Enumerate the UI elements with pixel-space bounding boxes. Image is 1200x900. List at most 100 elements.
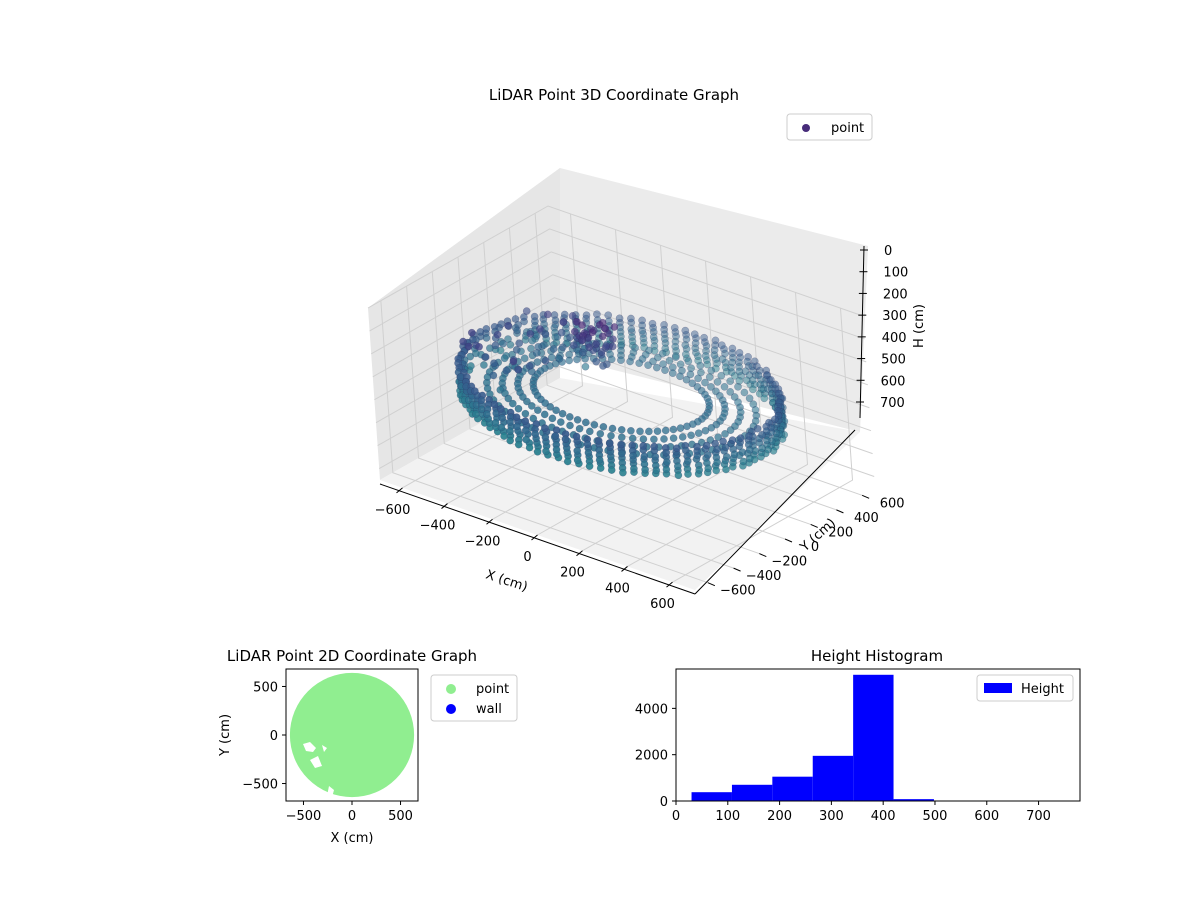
- point: [673, 462, 682, 471]
- point: [628, 333, 636, 341]
- point: [558, 409, 567, 418]
- point: [619, 468, 627, 477]
- point: [730, 393, 739, 401]
- x-tick-label: 300: [819, 809, 844, 824]
- legend-histogram: Height: [976, 674, 1074, 702]
- point: [692, 334, 700, 343]
- point: [628, 434, 637, 443]
- point: [728, 344, 737, 353]
- point: [753, 362, 761, 371]
- point: [682, 330, 690, 339]
- legend-label-wall: wall: [476, 702, 502, 717]
- point: [702, 342, 711, 350]
- x-tick-label: 0: [672, 809, 680, 824]
- point: [660, 321, 668, 329]
- point: [728, 358, 737, 367]
- grid-line: [369, 228, 865, 340]
- legend-2d: point wall: [430, 674, 518, 722]
- point: [651, 452, 660, 461]
- point: [471, 387, 479, 395]
- x-axis-label-3d: X (cm): [484, 568, 530, 596]
- point: [514, 440, 523, 449]
- point: [617, 440, 625, 449]
- point: [711, 341, 720, 350]
- grid-line: [370, 251, 867, 363]
- point: [737, 371, 745, 380]
- x-tick-label: 200: [767, 809, 792, 824]
- point: [521, 426, 530, 435]
- point: [739, 457, 748, 466]
- point: [590, 420, 599, 429]
- legend-3d: point: [786, 113, 873, 141]
- histogram-bar: [893, 799, 934, 801]
- point: [569, 341, 578, 350]
- point: [522, 435, 531, 444]
- x-tick-label: 400: [871, 809, 896, 824]
- x-tick-mark: [396, 487, 403, 494]
- x-tick-label: 0: [523, 550, 531, 565]
- grid-line: [380, 300, 709, 584]
- y-tick-label: 500: [253, 680, 278, 695]
- point: [497, 404, 505, 413]
- point: [464, 342, 473, 351]
- point: [720, 382, 729, 391]
- point: [681, 341, 690, 349]
- point: [476, 328, 485, 336]
- point: [671, 337, 680, 346]
- gap-region: [322, 745, 327, 752]
- point: [650, 442, 659, 451]
- point: [660, 435, 668, 443]
- grid-line: [406, 286, 734, 569]
- point: [602, 342, 611, 350]
- point: [527, 402, 536, 410]
- point: [684, 357, 693, 366]
- point: [639, 435, 648, 443]
- z-tick-label: 500: [881, 353, 906, 368]
- point: [653, 353, 662, 362]
- point: [696, 361, 705, 370]
- point: [672, 332, 680, 341]
- point: [630, 464, 638, 473]
- y-axis-label-2d: Y (cm): [218, 714, 233, 757]
- y-tick-mark: [861, 494, 870, 499]
- point: [697, 368, 705, 377]
- point: [497, 423, 506, 432]
- x-tick-label: 600: [974, 809, 999, 824]
- plot-histogram: Height Histogram 0 100 200 300 400 500 600 700 …: [635, 647, 1081, 824]
- y-tick-label: −400: [746, 569, 782, 584]
- point: [743, 357, 752, 366]
- point: [730, 450, 739, 459]
- point: [551, 316, 560, 325]
- point: [490, 359, 498, 368]
- grid-line: [537, 260, 719, 536]
- gap-region: [288, 769, 293, 780]
- point: [735, 348, 744, 357]
- point: [520, 313, 528, 321]
- point: [515, 339, 524, 348]
- z-ticks-3d: 0 100 200 300 400 500 600 700: [856, 244, 908, 411]
- point: [525, 362, 534, 370]
- point: [635, 359, 644, 368]
- point: [579, 348, 587, 357]
- point: [671, 342, 680, 351]
- point: [735, 358, 743, 367]
- legend-label-height: Height: [1021, 682, 1064, 697]
- point: [556, 418, 565, 426]
- point: [744, 353, 752, 361]
- point: [570, 327, 579, 336]
- point: [712, 466, 721, 475]
- point: [615, 314, 624, 323]
- histogram-bar: [853, 674, 894, 801]
- point: [489, 371, 498, 380]
- point: [721, 443, 730, 452]
- legend-marker-wall: [446, 704, 456, 714]
- point: [738, 448, 747, 457]
- plot-3d: LiDAR Point 3D Coordinate Graph −600−400…: [367, 86, 927, 612]
- point: [736, 353, 745, 362]
- point: [548, 414, 557, 423]
- point: [770, 415, 779, 424]
- gap-region: [310, 756, 322, 768]
- point: [466, 352, 475, 361]
- point: [649, 333, 658, 341]
